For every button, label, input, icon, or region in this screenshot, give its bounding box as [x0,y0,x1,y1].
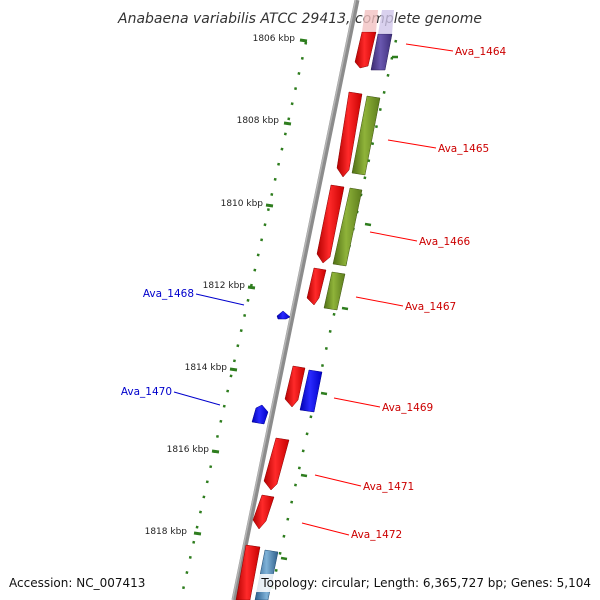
gene-arrow[interactable] [362,10,378,32]
leader-lines-left [173,293,245,406]
feature-ticks [280,55,398,561]
accession-text: Accession: NC_007413 [9,576,145,590]
gene-arrow[interactable] [284,365,306,408]
gene-arrow[interactable] [351,95,381,176]
leader-lines-right [301,43,454,536]
gene-arrow[interactable] [332,187,363,267]
tick-label: 1806 kbp [253,34,296,44]
scale-ring-inner [181,41,308,591]
tick-mark [229,367,238,372]
gene-arrow[interactable] [263,437,290,491]
genome-backbone [231,0,360,600]
gene-label[interactable]: Ava_1466 [419,236,471,248]
gene-arrow[interactable] [252,494,275,530]
gene-arrow[interactable] [276,310,291,320]
tick-label: 1812 kbp [203,281,246,291]
genome-backbone-highlight [231,0,357,600]
tick-mark [265,203,274,208]
tick-label: 1808 kbp [237,116,280,126]
gene-arrows [235,10,394,600]
tick-mark [211,449,220,454]
tick-label: 1814 kbp [185,363,228,373]
gene-label[interactable]: Ava_1469 [382,402,433,414]
tick-mark [299,38,308,43]
gene-label[interactable]: Ava_1472 [351,529,402,541]
gene-label[interactable]: Ava_1470 [121,386,172,398]
gene-arrow[interactable] [235,544,261,600]
major-ticks [193,38,308,536]
tick-mark [193,531,202,536]
tick-mark [283,121,292,126]
gene-label[interactable]: Ava_1467 [405,301,456,313]
gene-label[interactable]: Ava_1465 [438,143,489,155]
tick-label: 1816 kbp [167,445,210,455]
gene-label[interactable]: Ava_1471 [363,481,414,493]
gene-arrow[interactable] [323,271,346,311]
summary-backdrop [256,574,600,592]
gene-arrow[interactable] [378,10,394,34]
gene-arrow[interactable] [299,369,323,413]
gene-arrow[interactable] [316,184,345,264]
genome-summary-text: Topology: circular; Length: 6,365,727 bp… [260,576,591,590]
gene-arrow[interactable] [251,404,269,425]
tick-label: 1810 kbp [221,199,264,209]
map-title: Anabaena variabilis ATCC 29413, complete… [117,11,482,27]
tick-label: 1818 kbp [145,527,188,537]
gene-arrow[interactable] [336,91,363,178]
gene-label[interactable]: Ava_1464 [455,46,507,58]
gene-label[interactable]: Ava_1468 [143,288,194,300]
tick-mark [247,285,256,290]
gene-arrow[interactable] [306,267,327,306]
